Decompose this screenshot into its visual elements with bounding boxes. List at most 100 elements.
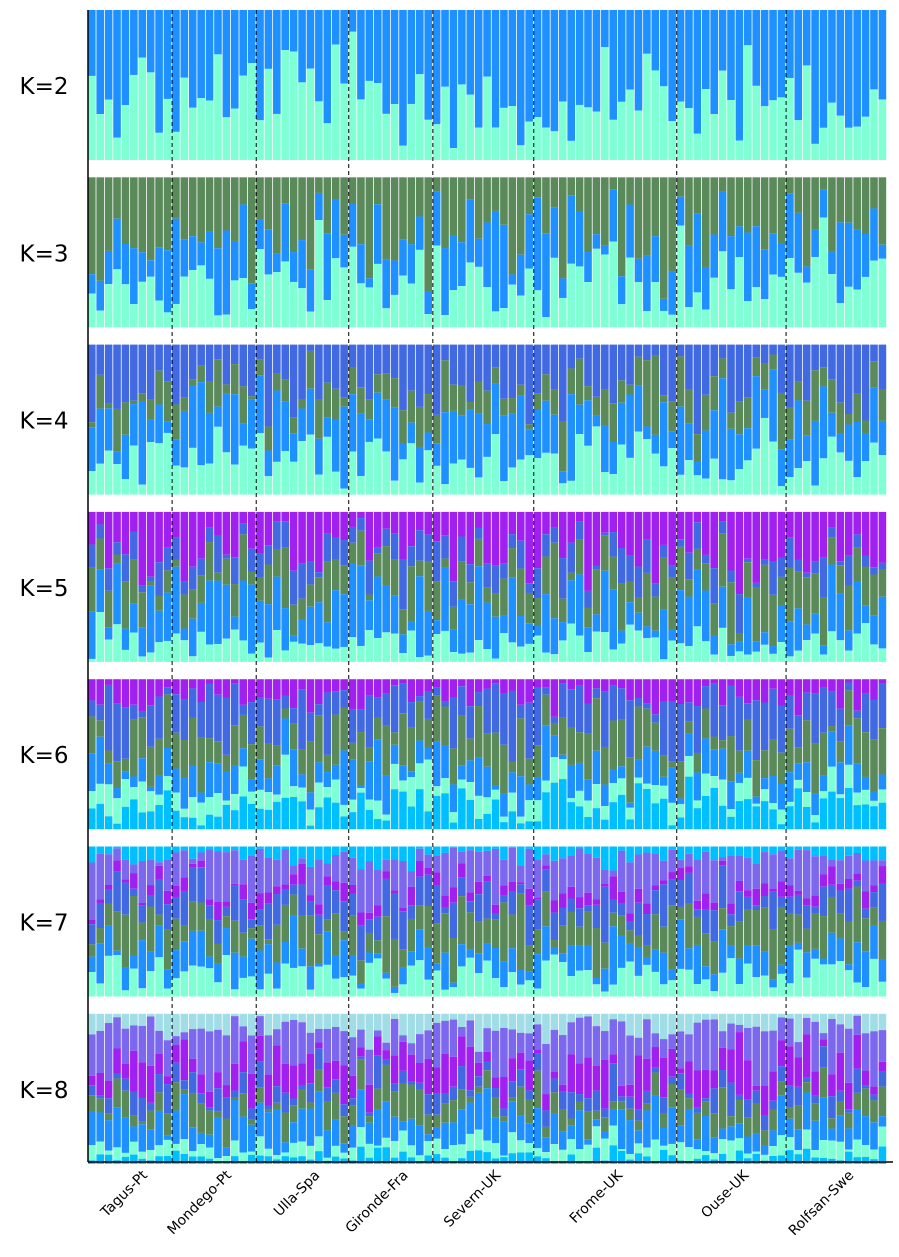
bar-segment-k7-ind7-cluster5 xyxy=(138,903,147,906)
bar-segment-k6-ind9-cluster6 xyxy=(155,805,163,830)
bar-segment-k7-ind61-cluster7 xyxy=(592,857,601,900)
bar-segment-k5-ind66-cluster3 xyxy=(634,597,643,613)
bar-segment-k5-ind1-cluster3 xyxy=(88,567,96,612)
bar-segment-k8-ind95-cluster2 xyxy=(878,1116,887,1127)
bar-segment-k8-ind5-cluster2 xyxy=(121,1117,130,1153)
bar-segment-k4-ind15-cluster1 xyxy=(205,463,214,495)
bar-segment-k7-ind86-cluster5 xyxy=(802,898,811,906)
bar-segment-k8-ind88-cluster3 xyxy=(819,1067,828,1098)
bar-segment-k6-ind65-cluster3 xyxy=(626,757,634,803)
bar-segment-k6-ind39-cluster4 xyxy=(407,702,416,728)
bar-segment-k8-ind64-cluster8 xyxy=(617,1013,626,1022)
bar-segment-k7-ind54-cluster1 xyxy=(533,988,542,997)
bar-segment-k6-ind6-cluster3 xyxy=(130,719,138,777)
bar-segment-k6-ind75-cluster6 xyxy=(710,787,718,830)
bar-segment-k6-ind84-cluster2 xyxy=(786,772,794,802)
bar-segment-k4-ind39-cluster1 xyxy=(407,443,416,495)
bar-segment-k5-ind92-cluster4 xyxy=(853,534,861,548)
bar-segment-k6-ind77-cluster4 xyxy=(727,685,735,737)
bar-segment-k3-ind33-cluster3 xyxy=(357,177,365,245)
bar-segment-k4-ind28-cluster3 xyxy=(315,399,323,439)
bar-segment-k5-ind31-cluster1 xyxy=(340,646,348,662)
bar-segment-k4-ind17-cluster2 xyxy=(222,393,231,453)
bar-segment-k8-ind37-cluster1 xyxy=(390,1140,399,1158)
bar-segment-k8-ind55-cluster3 xyxy=(542,1126,550,1138)
bar-segment-k6-ind27-cluster3 xyxy=(306,741,315,793)
bar-segment-k5-ind76-cluster1 xyxy=(718,627,727,662)
bar-segment-k3-ind80-cluster1 xyxy=(752,287,761,328)
bar-segment-k2-ind24-cluster1 xyxy=(281,50,290,160)
bar-segment-k2-ind36-cluster2 xyxy=(382,10,390,114)
bar-segment-k4-ind79-cluster3 xyxy=(744,397,752,429)
bar-segment-k3-ind26-cluster1 xyxy=(298,288,306,328)
bar-segment-k8-ind86-cluster7 xyxy=(802,1018,811,1035)
bar-segment-k4-ind41-cluster3 xyxy=(424,394,433,433)
bar-segment-k8-ind55-cluster4 xyxy=(542,1110,550,1127)
bar-segment-k6-ind61-cluster2 xyxy=(592,750,601,785)
bar-segment-k8-ind39-cluster4 xyxy=(407,1081,416,1085)
bar-segment-k8-ind92-cluster2 xyxy=(853,1109,861,1140)
bar-segment-k7-ind35-cluster1 xyxy=(373,958,382,997)
bar-segment-k6-ind43-cluster4 xyxy=(441,701,449,707)
bar-segment-k2-ind81-cluster2 xyxy=(760,10,769,107)
bar-segment-k5-ind78-cluster3 xyxy=(735,633,744,642)
bar-segment-k8-ind62-cluster2 xyxy=(601,1131,609,1139)
bar-segment-k3-ind42-cluster1 xyxy=(432,245,441,328)
bar-segment-k4-ind28-cluster4 xyxy=(315,344,323,400)
bar-segment-k6-ind32-cluster1 xyxy=(348,799,357,813)
bar-segment-k5-ind3-cluster2 xyxy=(104,627,113,640)
bar-segment-k6-ind89-cluster5 xyxy=(828,679,836,692)
bar-segment-k8-ind71-cluster7 xyxy=(676,1031,685,1069)
bar-segment-k7-ind11-cluster7 xyxy=(172,852,180,886)
bar-segment-k5-ind57-cluster1 xyxy=(558,640,567,662)
bar-segment-k4-ind94-cluster3 xyxy=(870,361,878,388)
bar-segment-k4-ind75-cluster3 xyxy=(710,376,718,411)
bar-segment-k8-ind19-cluster2 xyxy=(239,1116,247,1153)
bar-segment-k5-ind19-cluster2 xyxy=(239,580,247,641)
bar-segment-k3-ind52-cluster3 xyxy=(516,177,525,255)
bar-segment-k5-ind59-cluster2 xyxy=(575,574,584,636)
bar-segment-k7-ind61-cluster3 xyxy=(592,928,601,978)
bar-segment-k8-ind21-cluster7 xyxy=(256,1016,264,1036)
bar-segment-k4-ind84-cluster3 xyxy=(786,407,794,440)
bar-segment-k4-ind14-cluster1 xyxy=(197,465,205,495)
bar-segment-k7-ind54-cluster7 xyxy=(533,859,542,898)
bar-segment-k5-ind36-cluster3 xyxy=(382,546,390,586)
bar-segment-k8-ind8-cluster2 xyxy=(146,1129,155,1151)
bar-segment-k7-ind27-cluster6 xyxy=(306,846,315,867)
bar-segment-k7-ind5-cluster2 xyxy=(121,967,130,991)
bar-segment-k6-ind36-cluster2 xyxy=(382,775,390,815)
bar-segment-k6-ind13-cluster5 xyxy=(188,679,197,689)
bar-segment-k6-ind76-cluster4 xyxy=(718,705,727,741)
bar-segment-k4-ind50-cluster2 xyxy=(500,415,508,482)
bar-segment-k5-ind62-cluster4 xyxy=(601,532,609,536)
bar-segment-k7-ind7-cluster1 xyxy=(138,988,147,997)
x-tick-label-ulla-spa: Ulla-Spa xyxy=(271,1168,323,1220)
bar-segment-k4-ind46-cluster3 xyxy=(466,402,475,410)
bar-segment-k2-ind10-cluster1 xyxy=(163,98,172,160)
bar-segment-k8-ind50-cluster3 xyxy=(500,1116,508,1122)
bar-segment-k8-ind22-cluster1 xyxy=(264,1148,273,1157)
bar-segment-k4-ind68-cluster2 xyxy=(651,434,660,454)
bar-segment-k5-ind92-cluster1 xyxy=(853,633,861,662)
bar-segment-k7-ind25-cluster1 xyxy=(289,967,298,997)
bar-segment-k6-ind14-cluster6 xyxy=(197,825,205,830)
bar-segment-k6-ind68-cluster3 xyxy=(651,722,660,751)
bar-segment-k3-ind29-cluster1 xyxy=(323,300,332,328)
bar-segment-k3-ind12-cluster2 xyxy=(180,239,189,277)
bar-segment-k3-ind48-cluster3 xyxy=(483,177,491,223)
bar-segment-k4-ind59-cluster1 xyxy=(575,434,584,495)
bar-segment-k4-ind5-cluster3 xyxy=(121,402,130,435)
bar-segment-k4-ind29-cluster4 xyxy=(323,344,332,383)
bar-segment-k6-ind3-cluster2 xyxy=(104,763,113,785)
bar-segment-k8-ind10-cluster5 xyxy=(163,1076,172,1085)
bar-segment-k8-ind71-cluster4 xyxy=(676,1073,685,1090)
bar-segment-k8-ind33-cluster3 xyxy=(357,1059,365,1090)
bar-segment-k5-ind41-cluster5 xyxy=(424,511,433,535)
bar-segment-k2-ind32-cluster1 xyxy=(348,31,357,161)
axes-group xyxy=(87,10,893,1163)
bar-segment-k8-ind1-cluster3 xyxy=(88,1095,96,1112)
bar-segment-k8-ind25-cluster8 xyxy=(289,1013,298,1020)
bar-segment-k7-ind36-cluster6 xyxy=(382,846,390,860)
bar-segment-k5-ind40-cluster1 xyxy=(416,657,424,662)
